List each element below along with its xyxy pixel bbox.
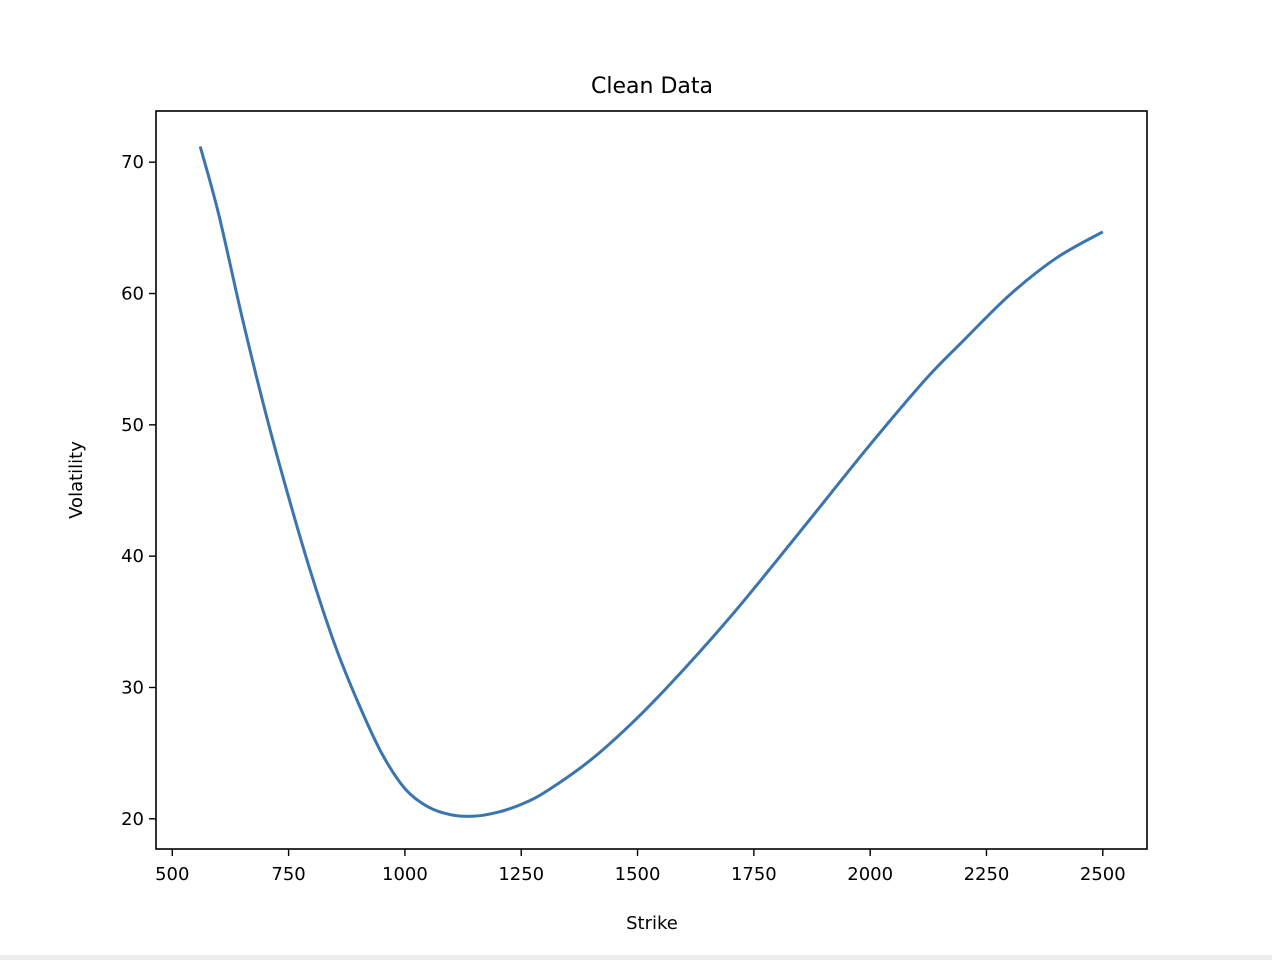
- x-axis: 500 750 1000 1250 1500 1750 2000 2250 2500: [155, 849, 1126, 885]
- series-line: [198, 146, 1104, 818]
- x-tick-label: 500: [155, 864, 189, 885]
- x-axis-label: Strike: [626, 913, 678, 934]
- chart-title: Clean Data: [591, 74, 713, 99]
- x-tick-label: 2000: [847, 864, 893, 885]
- y-axis-label: Volatility: [66, 441, 87, 519]
- y-tick-label: 50: [121, 415, 144, 436]
- x-tick-label: 1250: [498, 864, 544, 885]
- y-tick-label: 30: [121, 677, 144, 698]
- plot-frame: [155, 110, 1148, 850]
- y-axis: 20 30 40 50 60 70: [121, 152, 156, 830]
- x-tick-label: 2500: [1080, 864, 1126, 885]
- x-tick-label: 1750: [731, 864, 777, 885]
- x-tick-label: 1000: [382, 864, 428, 885]
- window-bottom-strip: [0, 955, 1272, 960]
- x-tick-label: 1500: [615, 864, 661, 885]
- y-tick-label: 60: [121, 284, 144, 305]
- plot-area: [198, 146, 1104, 818]
- x-tick-label: 750: [271, 864, 305, 885]
- y-tick-label: 40: [121, 546, 144, 567]
- x-tick-label: 2250: [964, 864, 1010, 885]
- y-tick-label: 20: [121, 809, 144, 830]
- y-tick-label: 70: [121, 152, 144, 173]
